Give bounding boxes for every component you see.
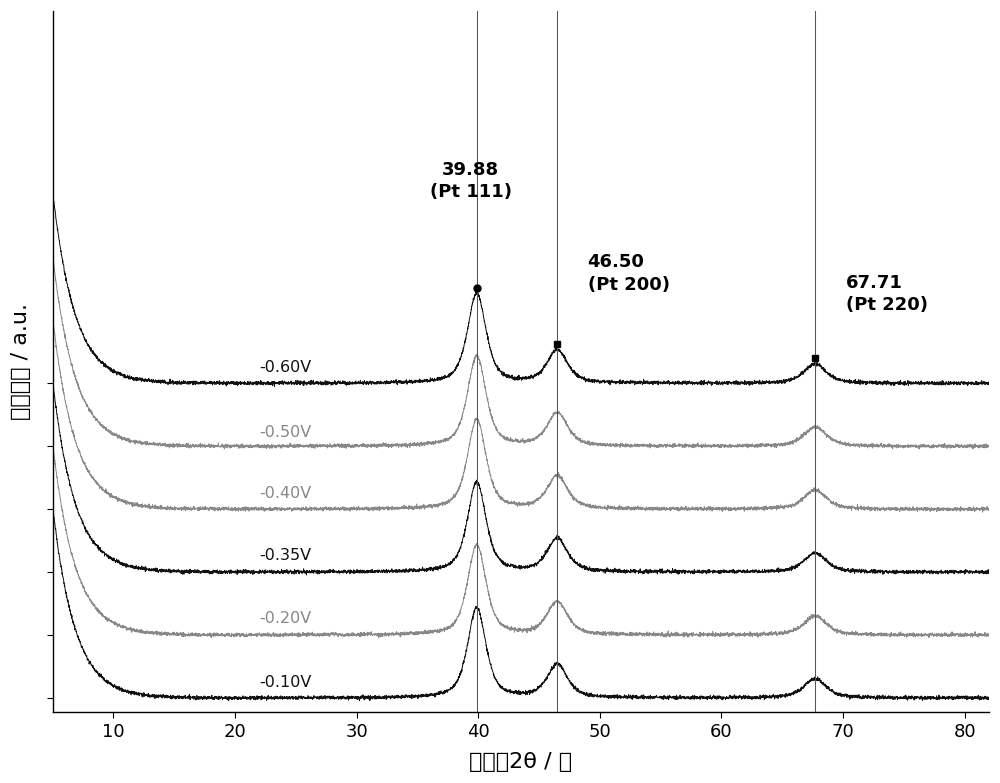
Text: -0.60V: -0.60V [259,360,312,376]
Text: 67.71
(Pt 220): 67.71 (Pt 220) [846,274,928,314]
Text: -0.10V: -0.10V [259,676,312,691]
Text: -0.50V: -0.50V [259,425,312,440]
Text: -0.35V: -0.35V [259,548,311,563]
Text: -0.40V: -0.40V [259,486,312,501]
X-axis label: 衍射角2θ / 度: 衍射角2θ / 度 [469,752,572,772]
Y-axis label: 相对强度 / a.u.: 相对强度 / a.u. [11,303,31,420]
Text: 46.50
(Pt 200): 46.50 (Pt 200) [588,254,670,294]
Text: 39.88
(Pt 111): 39.88 (Pt 111) [430,161,512,201]
Text: -0.20V: -0.20V [259,612,312,626]
